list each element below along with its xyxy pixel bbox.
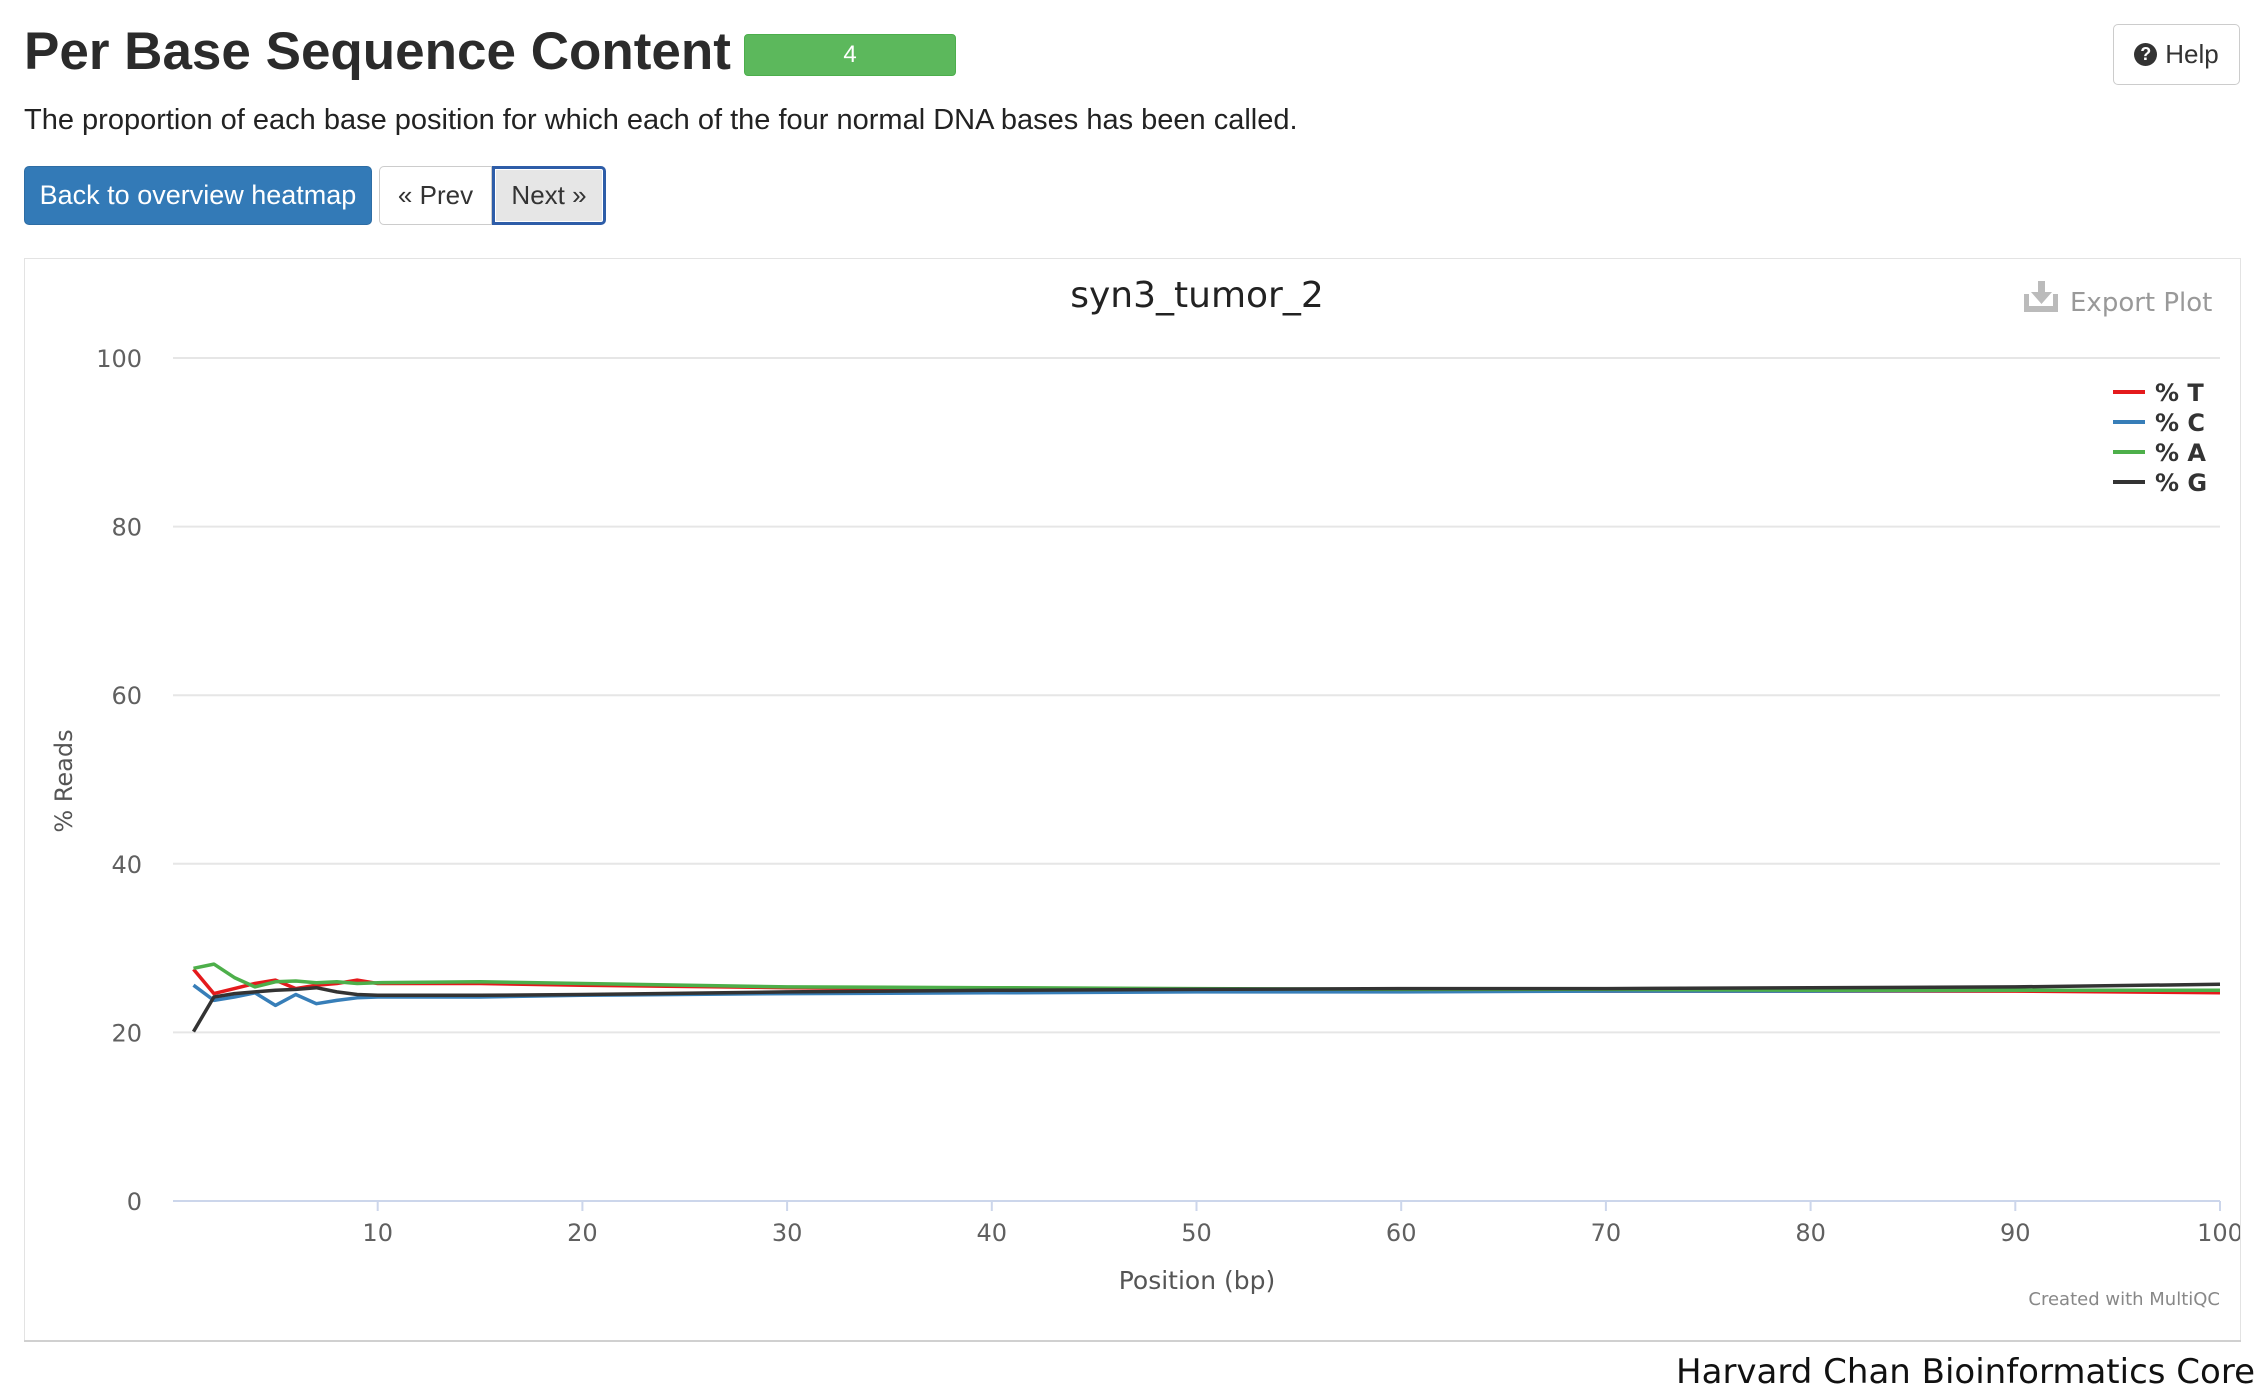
legend-item[interactable]: % A — [2113, 439, 2206, 467]
chart-title: syn3_tumor_2 — [1070, 275, 1324, 316]
legend-item[interactable]: % C — [2113, 409, 2205, 437]
y-tick-label: 60 — [111, 682, 142, 710]
legend-label: % T — [2155, 379, 2204, 407]
page-description: The proportion of each base position for… — [24, 104, 1298, 136]
y-tick-label: 80 — [111, 514, 142, 542]
download-icon — [2024, 281, 2058, 312]
x-tick-label: 40 — [977, 1219, 1008, 1247]
divider — [24, 1340, 2241, 1342]
legend-label: % A — [2155, 439, 2206, 467]
x-tick-label: 10 — [362, 1219, 393, 1247]
x-tick-label: 60 — [1386, 1219, 1417, 1247]
x-tick-label: 30 — [772, 1219, 803, 1247]
status-badge: 4 — [744, 34, 956, 76]
multiqc-watermark: Created with MultiQC — [2028, 1289, 2220, 1310]
line-chart: 0 20 40 60 80 100 10 20 30 40 50 60 70 80 90 100 syn3_t… — [50, 275, 2243, 1310]
y-tick-label: 20 — [111, 1019, 142, 1047]
legend-item[interactable]: % G — [2113, 469, 2207, 497]
pager: « Prev Next » — [379, 166, 606, 225]
next-button[interactable]: Next » — [492, 166, 606, 225]
credit-text: Harvard Chan Bioinformatics Core — [1676, 1352, 2255, 1392]
y-axis-label: % Reads — [50, 729, 78, 832]
page-title: Per Base Sequence Content — [24, 22, 731, 81]
y-tick-label: 0 — [127, 1188, 142, 1216]
x-tick-label: 80 — [1795, 1219, 1826, 1247]
x-axis-label: Position (bp) — [1119, 1266, 1276, 1295]
y-tick-label: 40 — [111, 851, 142, 879]
help-button-label: Help — [2165, 39, 2219, 69]
x-tick-label: 100 — [2197, 1219, 2240, 1247]
question-circle-icon: ? — [2134, 43, 2158, 66]
x-tick-label: 70 — [1591, 1219, 1622, 1247]
legend-label: % C — [2155, 409, 2205, 437]
x-tick-label: 20 — [567, 1219, 598, 1247]
legend-label: % G — [2155, 469, 2207, 497]
plot-container: 0 20 40 60 80 100 10 20 30 40 50 60 70 80 90 100 syn3_t… — [24, 258, 2243, 1341]
prev-button[interactable]: « Prev — [379, 166, 492, 225]
back-to-overview-button[interactable]: Back to overview heatmap — [24, 166, 372, 225]
export-plot-label: Export Plot — [2070, 288, 2212, 318]
x-tick-label: 90 — [2000, 1219, 2031, 1247]
x-tick-label: 50 — [1181, 1219, 1212, 1247]
legend-item[interactable]: % T — [2113, 379, 2204, 407]
y-tick-label: 100 — [96, 345, 142, 373]
series-line-3[interactable] — [191, 982, 2221, 1033]
help-button[interactable]: ? Help — [2113, 24, 2240, 85]
export-plot-button[interactable]: Export Plot — [2024, 281, 2212, 318]
